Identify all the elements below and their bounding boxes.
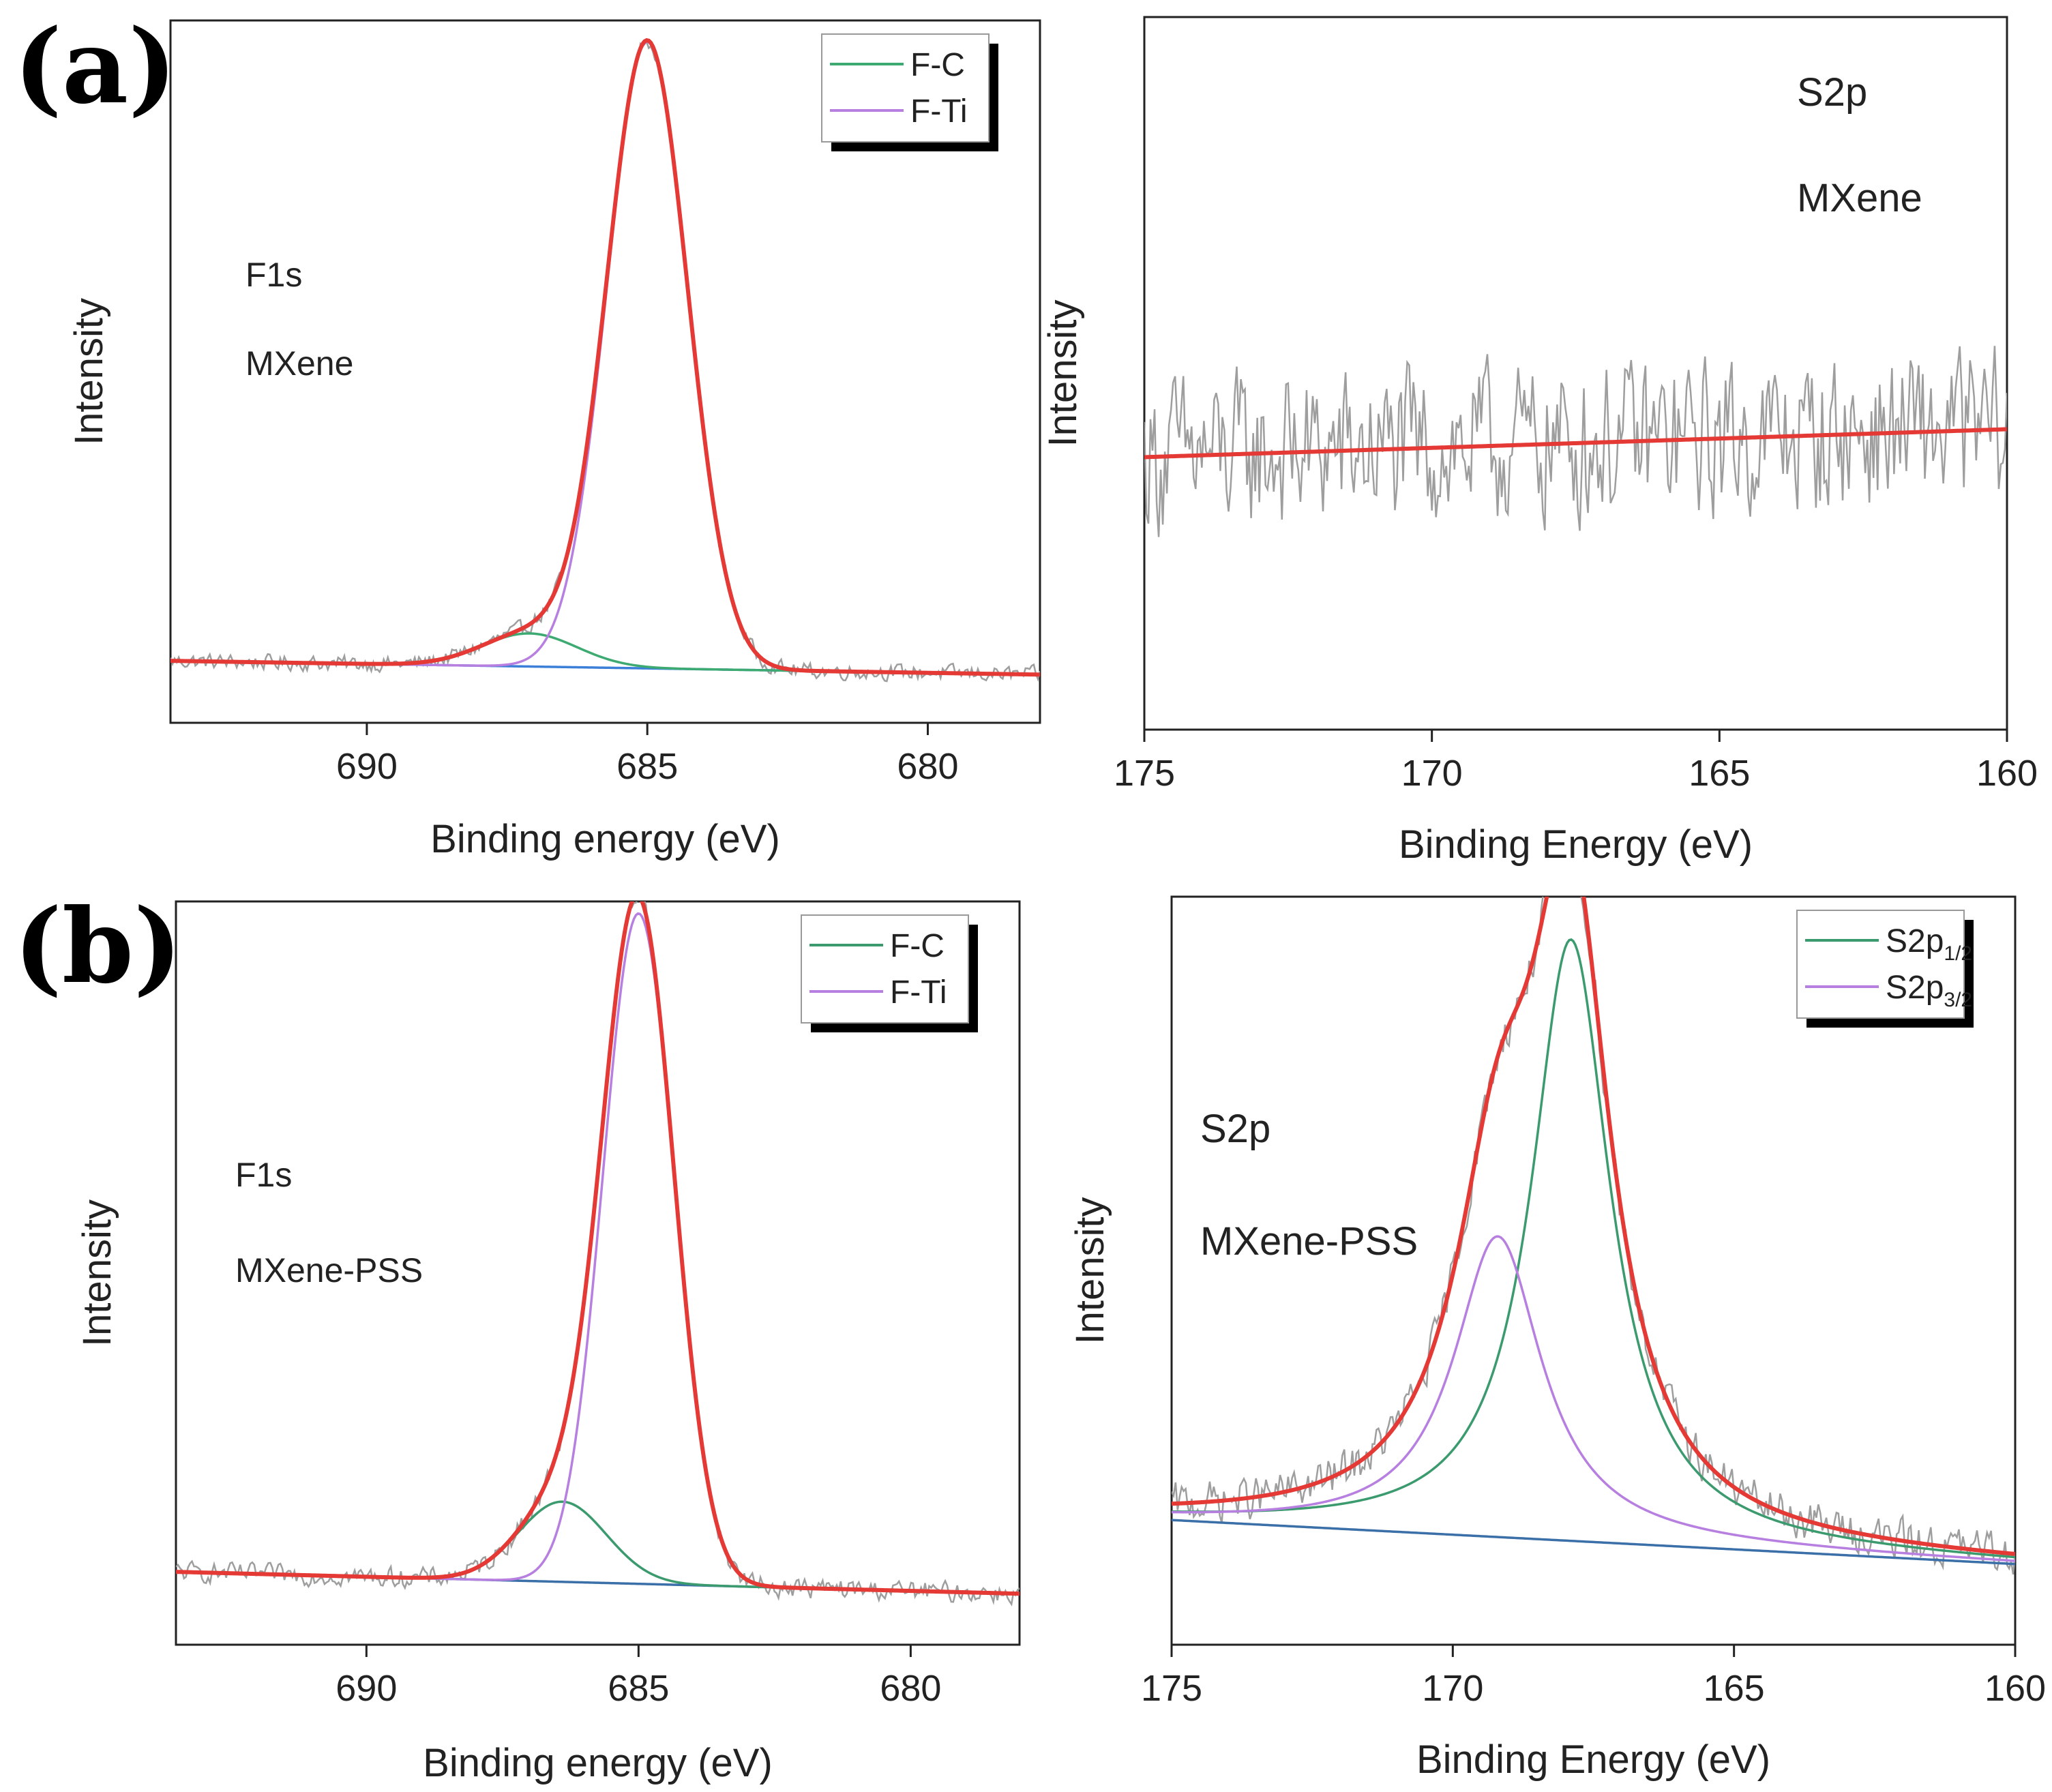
plots-group: 690 685 680 Binding energy (eV) Intensity F1s…	[67, 16, 2046, 1785]
plot-frame	[169, 19, 1041, 724]
series-background	[1144, 427, 2007, 460]
panel-label-b: (b)	[14, 886, 182, 1006]
annotation: S2p	[1200, 1107, 1270, 1151]
legend-label: F-C	[910, 47, 965, 83]
plot-frame	[175, 900, 1021, 1646]
x-tick-label: 165	[1704, 1668, 1765, 1709]
x-tick-label: 170	[1401, 753, 1463, 794]
panel-label-a: (a)	[14, 7, 177, 127]
legend-label-subscript: 3/2	[1944, 989, 1972, 1011]
series-envelope	[170, 38, 1040, 677]
x-tick-label: 170	[1422, 1668, 1483, 1709]
legend-label: F-Ti	[890, 974, 947, 1011]
legend: F-C F-Ti	[821, 33, 998, 151]
x-tick-label: 160	[1984, 1668, 2046, 1709]
series-component	[1172, 1235, 2015, 1562]
annotation: MXene-PSS	[235, 1251, 423, 1289]
annotation: MXene	[1797, 176, 1922, 220]
x-tick-label: 165	[1689, 753, 1750, 794]
series-group	[170, 38, 1040, 683]
x-tick-label: 175	[1114, 753, 1175, 794]
legend: F-C F-Ti	[801, 914, 978, 1032]
x-tick-label: 160	[1976, 753, 2038, 794]
x-axis-label: Binding Energy (eV)	[1399, 822, 1753, 867]
series-group	[176, 901, 1020, 1607]
legend-label: F-Ti	[910, 93, 968, 130]
y-axis-label: Intensity	[67, 298, 111, 445]
x-tick-label: 175	[1141, 1668, 1202, 1709]
series-group	[1144, 346, 2007, 537]
chart-a_s2p: 175 170 165 160 Binding Energy (eV) Intensity…	[1041, 16, 2038, 867]
x-axis-label: Binding energy (eV)	[423, 1741, 773, 1785]
x-axis-label: Binding Energy (eV)	[1416, 1737, 1770, 1782]
chart-b_f1s: 690 685 680 Binding energy (eV) Intensity F1s…	[75, 900, 1021, 1785]
legend-label: F-C	[890, 928, 945, 964]
chart-b_s2p: 175 170 165 160 Binding Energy (eV) Intensity…	[1068, 895, 2046, 1782]
plot-frame	[1143, 16, 2008, 731]
annotation: S2p	[1797, 70, 1867, 115]
series-envelope	[1172, 897, 2015, 1556]
y-axis-label: Intensity	[1068, 1197, 1112, 1345]
series-envelope	[176, 901, 1020, 1596]
legend-label-subscript: 1/2	[1944, 942, 1972, 965]
annotation: MXene-PSS	[1200, 1219, 1418, 1264]
y-axis-label: Intensity	[75, 1199, 119, 1347]
chart-a_f1s: 690 685 680 Binding energy (eV) Intensity F1s…	[67, 19, 1041, 861]
x-tick-label: 690	[336, 746, 398, 787]
x-tick-label: 680	[897, 746, 958, 787]
x-tick-label: 685	[608, 1668, 669, 1709]
x-tick-label: 685	[616, 746, 678, 787]
y-axis-label: Intensity	[1041, 300, 1085, 447]
series-background	[1172, 1519, 2015, 1566]
legend-box	[801, 914, 969, 1024]
plot-frame	[1170, 895, 2017, 1646]
legend-box	[821, 33, 990, 143]
x-tick-label: 690	[336, 1668, 397, 1709]
x-tick-label: 680	[880, 1668, 941, 1709]
legend-box	[1796, 910, 1965, 1019]
annotation: F1s	[235, 1156, 292, 1194]
series-component	[1172, 938, 2015, 1559]
series-group	[1172, 897, 2015, 1575]
annotation: MXene	[246, 344, 353, 383]
annotation: F1s	[246, 256, 302, 294]
x-axis-label: Binding energy (eV)	[430, 817, 780, 861]
